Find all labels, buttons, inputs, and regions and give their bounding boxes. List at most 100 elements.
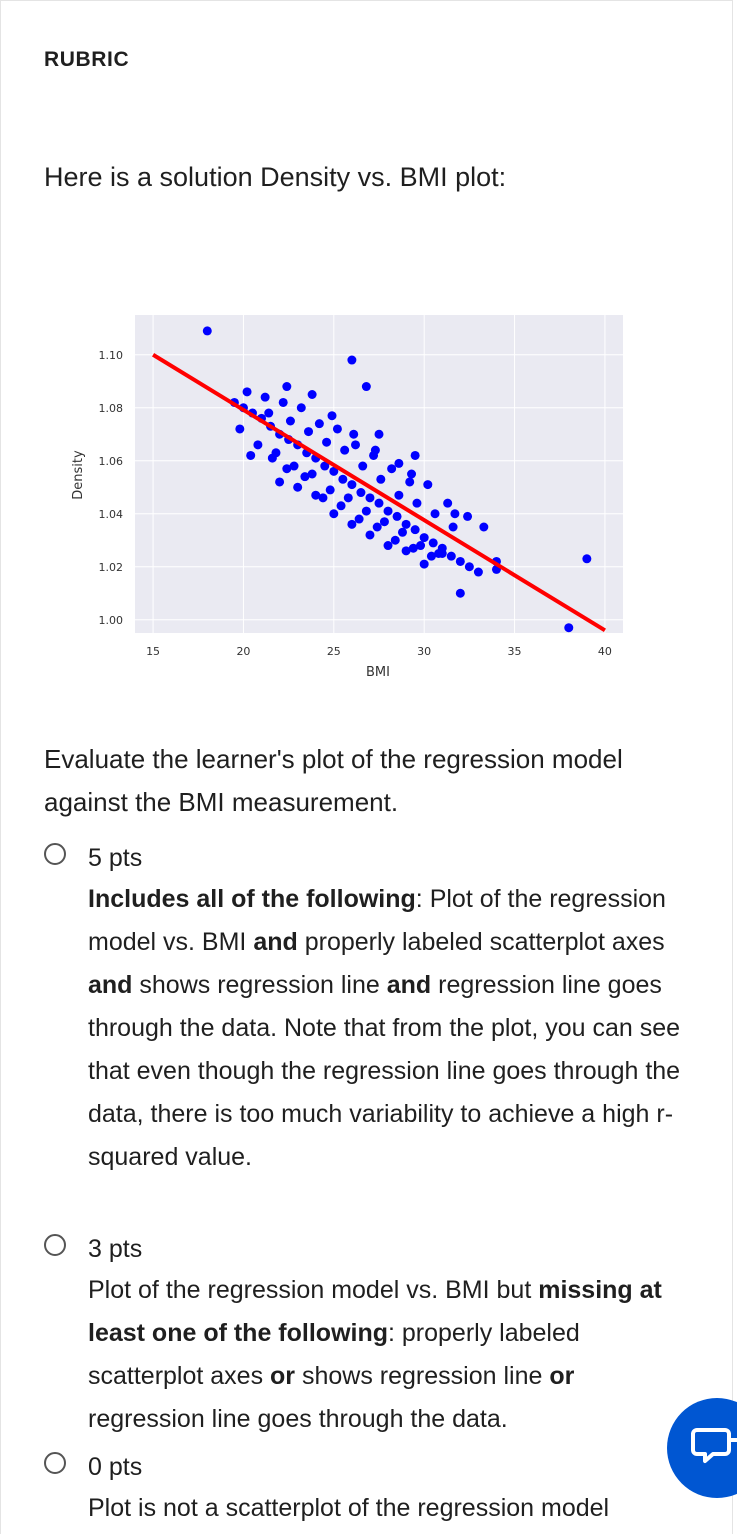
chat-button[interactable]	[667, 1398, 737, 1498]
scatter-point	[446, 551, 456, 561]
scatter-point	[354, 514, 364, 524]
scatter-point	[260, 392, 270, 402]
y-tick-label: 1.04	[99, 508, 124, 521]
scatter-point	[347, 519, 357, 529]
scatter-point	[463, 511, 473, 521]
rubric-heading: RUBRIC	[44, 48, 130, 71]
scatter-point	[372, 522, 382, 532]
scatter-point	[311, 490, 321, 500]
y-tick-label: 1.02	[99, 561, 124, 574]
x-tick-label: 15	[146, 645, 160, 658]
scatter-point	[289, 461, 299, 471]
scatter-point	[416, 541, 426, 551]
scatter-point	[408, 543, 418, 553]
scatter-point	[419, 559, 429, 569]
scatter-point	[340, 445, 350, 455]
scatter-point	[410, 450, 420, 460]
scatter-point	[253, 440, 263, 450]
rating-description: Includes all of the following: Plot of t…	[88, 885, 681, 1171]
scatter-point	[307, 469, 317, 479]
scatter-point	[347, 355, 357, 365]
scatter-point	[329, 509, 339, 519]
scatter-point	[383, 506, 393, 516]
scatter-point	[327, 411, 337, 421]
scatter-point	[349, 429, 359, 439]
scatter-point	[376, 474, 386, 484]
scatter-point	[329, 466, 339, 476]
scatter-point	[383, 541, 393, 551]
scatter-point	[351, 440, 361, 450]
grid-lines	[135, 315, 623, 633]
scatter-point	[332, 424, 342, 434]
x-tick-label: 25	[327, 645, 341, 658]
radio-button[interactable]	[44, 843, 66, 865]
y-axis-label: Density	[71, 450, 86, 500]
radio-button[interactable]	[44, 1452, 66, 1474]
scatter-point	[320, 461, 330, 471]
scatter-point	[430, 509, 440, 519]
scatter-point	[370, 445, 380, 455]
scatter-point	[356, 488, 366, 498]
scatter-point	[582, 554, 592, 564]
plot-area	[135, 315, 623, 633]
scatter-point	[479, 522, 489, 532]
scatter-point	[423, 480, 433, 490]
scatter-point	[394, 458, 404, 468]
chat-icon	[691, 1428, 737, 1463]
scatter-point	[455, 556, 465, 566]
scatter-point	[293, 482, 303, 492]
scatter-point	[448, 522, 458, 532]
x-tick-label: 20	[236, 645, 250, 658]
x-axis-label: BMI	[366, 665, 390, 680]
scatter-point	[397, 527, 407, 537]
intro-text: Here is a solution Density vs. BMI plot:	[44, 162, 507, 192]
x-tick-labels: 15 20 25 30 35 40	[146, 645, 612, 658]
regression-line	[152, 353, 606, 633]
scatter-point	[410, 525, 420, 535]
scatter-point	[361, 506, 371, 516]
y-tick-label: 1.08	[99, 402, 124, 415]
rating-description: Plot is not a scatterplot of the regress…	[88, 1494, 610, 1522]
scatter-point	[235, 424, 245, 434]
y-tick-label: 1.06	[99, 455, 124, 468]
scatter-point	[358, 461, 368, 471]
x-tick-label: 35	[508, 645, 522, 658]
rating-points: 3 pts	[88, 1235, 143, 1263]
scatter-point	[278, 397, 288, 407]
scatter-point	[401, 546, 411, 556]
scatter-point	[564, 623, 574, 633]
scatter-point	[374, 498, 384, 508]
scatter-point	[455, 588, 465, 598]
scatter-point	[394, 490, 404, 500]
rating-description: Plot of the regression model vs. BMI but…	[88, 1276, 662, 1433]
scatter-point	[285, 416, 295, 426]
criterion-question: Evaluate the learner's plot of the regre…	[44, 744, 623, 817]
scatter-point	[412, 498, 422, 508]
scatter-point	[325, 485, 335, 495]
y-tick-labels: 1.00 1.02 1.04 1.06 1.08 1.10	[99, 349, 124, 627]
scatter-point	[202, 326, 212, 336]
scatter-point	[307, 390, 317, 399]
scatter-point	[390, 535, 400, 545]
scatter-point	[407, 469, 417, 479]
scatter-point	[374, 429, 384, 439]
scatter-point	[246, 450, 256, 460]
scatter-point	[428, 538, 438, 548]
scatter-point	[387, 464, 397, 474]
scatter-point	[426, 551, 436, 561]
scatter-point	[343, 493, 353, 503]
density-vs-bmi-chart: 1.00 1.02 1.04 1.06 1.08 1.10 15 20 25 30 35 40 BM…	[71, 315, 623, 680]
scatter-point	[282, 382, 292, 392]
scatter-point	[267, 453, 277, 463]
scatter-point	[361, 382, 371, 392]
scatter-point	[437, 549, 447, 558]
x-tick-label: 30	[417, 645, 431, 658]
y-tick-label: 1.00	[99, 614, 124, 627]
scatter-point	[401, 519, 411, 529]
scatter-point	[443, 498, 453, 508]
scatter-point	[464, 562, 474, 572]
radio-button[interactable]	[44, 1234, 66, 1256]
scatter-point	[450, 509, 460, 519]
scatter-point	[405, 477, 415, 487]
